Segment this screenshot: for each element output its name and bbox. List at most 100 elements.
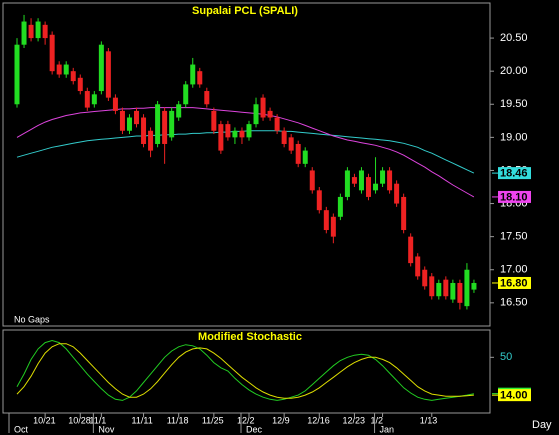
candle-body	[162, 110, 168, 144]
x-tick-label: 12/23	[342, 415, 365, 425]
candle-body	[394, 183, 400, 204]
y-tick-label: 17.50	[500, 231, 528, 243]
candle-body	[155, 104, 161, 144]
x-tick-label: 11/18	[167, 415, 189, 425]
candle-body	[387, 170, 393, 191]
candle-body	[351, 177, 357, 184]
stochastic-panel	[2, 329, 491, 414]
candle-body	[422, 269, 428, 287]
candle-body	[429, 276, 435, 297]
month-label: Dec	[246, 424, 263, 434]
value-label: 18.10	[500, 191, 528, 203]
candle-body	[316, 190, 322, 211]
candle-body	[464, 269, 470, 307]
candle-body	[443, 279, 449, 297]
value-box	[498, 167, 531, 180]
candle-body	[204, 91, 210, 105]
candle-body	[436, 282, 442, 297]
candle-body	[70, 71, 76, 82]
candle-body	[366, 177, 371, 197]
month-label: Jan	[380, 424, 395, 434]
moving-average-line	[16, 130, 475, 174]
candle-body	[28, 24, 34, 39]
candle-body	[415, 256, 421, 277]
candle-body	[246, 124, 252, 138]
x-tick-label: 11/1	[89, 415, 106, 425]
candle-body	[288, 137, 294, 151]
candle-body	[77, 77, 83, 92]
candle-body	[323, 210, 329, 231]
candle-body	[91, 94, 97, 105]
y-tick-label: 19.50	[500, 98, 528, 110]
candle-body	[337, 196, 343, 217]
candle-body	[21, 21, 27, 45]
y-tick-label: 20.00	[500, 65, 528, 77]
candle-body	[134, 110, 140, 125]
month-label: Nov	[98, 424, 115, 434]
candle-body	[295, 143, 301, 164]
value-label: 14.00	[500, 390, 528, 402]
candle-body	[471, 282, 477, 290]
value-box	[498, 389, 531, 402]
candle-body	[56, 64, 62, 75]
candle-body	[358, 170, 364, 191]
candle-body	[105, 51, 111, 98]
y-tick-label: 50	[500, 351, 512, 363]
x-tick-label: 10/28	[68, 415, 91, 425]
candle-body	[197, 71, 203, 85]
candle-body	[169, 110, 175, 138]
candle-body	[148, 130, 154, 151]
price-panel	[2, 2, 491, 327]
candle-body	[211, 110, 217, 131]
candle-body	[380, 170, 386, 184]
x-tick-label: 1/2	[371, 415, 384, 425]
candle-body	[112, 97, 118, 111]
candle-body	[344, 170, 350, 197]
candle-body	[274, 117, 280, 131]
candle-body	[450, 282, 456, 300]
x-tick-label: 1/13	[420, 415, 438, 425]
candle-body	[401, 196, 407, 231]
value-label: 18.46	[500, 168, 528, 180]
stochastic-line	[16, 343, 474, 399]
candle-body	[232, 130, 238, 138]
value-box	[498, 276, 531, 289]
x-axis-label: Day	[532, 419, 552, 431]
candle-body	[63, 64, 69, 75]
candle-body	[239, 130, 245, 138]
candle-body	[309, 170, 315, 191]
candle-body	[141, 117, 147, 144]
y-tick-label: 17.00	[500, 264, 528, 276]
candle-body	[330, 216, 336, 237]
candle-body	[98, 44, 104, 92]
x-tick-label: 12/9	[272, 415, 290, 425]
candle-body	[35, 21, 41, 39]
month-label: Oct	[14, 424, 29, 434]
candle-body	[457, 282, 463, 303]
candle-body	[218, 124, 224, 151]
candle-body	[302, 150, 308, 164]
x-tick-label: 10/21	[33, 415, 56, 425]
candle-body	[14, 44, 20, 105]
moving-average-line	[16, 107, 475, 198]
candle-body	[119, 110, 125, 131]
candle-body	[267, 110, 273, 118]
stochastic-line	[16, 339, 474, 401]
y-tick-label: 20.50	[500, 32, 528, 44]
candle-body	[126, 117, 132, 131]
chart-title: Supalai PCL (SPALI)	[192, 5, 298, 17]
candle-body	[281, 130, 287, 144]
candle-body	[176, 104, 182, 118]
candle-body	[49, 34, 55, 72]
candle-body	[183, 84, 189, 105]
candle-body	[253, 104, 259, 125]
y-tick-label: 16.50	[500, 297, 528, 309]
candle-body	[84, 91, 90, 108]
candle-body	[225, 124, 231, 138]
x-tick-label: 12/16	[307, 415, 330, 425]
y-tick-label: 19.00	[500, 131, 528, 143]
value-box	[498, 190, 531, 203]
candle-body	[373, 183, 379, 191]
